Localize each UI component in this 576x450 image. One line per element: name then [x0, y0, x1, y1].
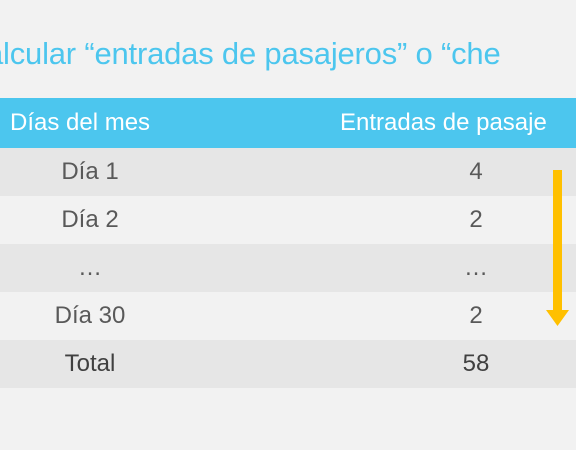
- arrow-down-icon: [546, 170, 569, 326]
- total-value: 58: [462, 350, 490, 377]
- table-row: Día 2 2: [0, 196, 576, 244]
- header-days: Días del mes: [10, 109, 151, 136]
- table-row: Día 1 4: [0, 148, 576, 196]
- passenger-table: Días del mes Entradas de pasaje Día 1 4 …: [0, 98, 576, 388]
- slide-title: alcular “entradas de pasajeros” o “che: [0, 36, 501, 71]
- table-row: Día 30 2: [0, 292, 576, 340]
- header-entries: Entradas de pasaje: [340, 109, 547, 136]
- table-row: … …: [0, 244, 576, 292]
- entries-cell: 2: [469, 206, 483, 233]
- entries-cell: …: [464, 254, 488, 281]
- entries-cell: 2: [469, 302, 483, 329]
- day-cell: …: [78, 254, 102, 281]
- day-cell: Día 1: [61, 158, 119, 185]
- day-cell: Día 2: [61, 206, 119, 233]
- entries-cell: 4: [469, 158, 483, 185]
- table-total-row: Total 58: [0, 340, 576, 388]
- table-header-row: Días del mes Entradas de pasaje: [0, 98, 576, 148]
- total-label: Total: [64, 350, 116, 377]
- day-cell: Día 30: [54, 302, 126, 329]
